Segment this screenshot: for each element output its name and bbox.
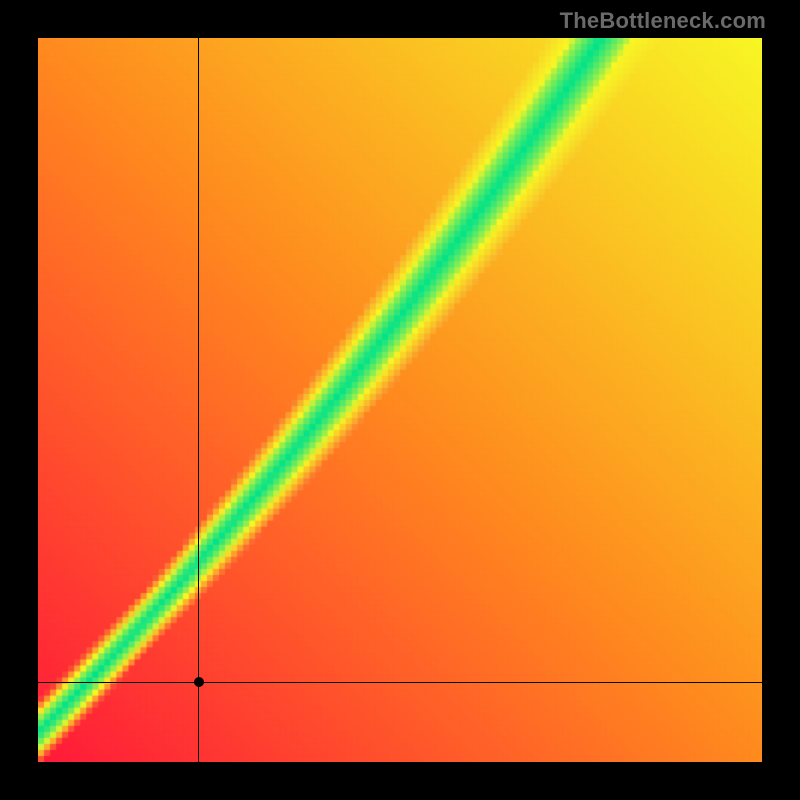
watermark-text: TheBottleneck.com (560, 8, 766, 34)
crosshair-horizontal (38, 682, 762, 683)
bottleneck-heatmap (38, 38, 762, 762)
crosshair-vertical (198, 38, 199, 762)
